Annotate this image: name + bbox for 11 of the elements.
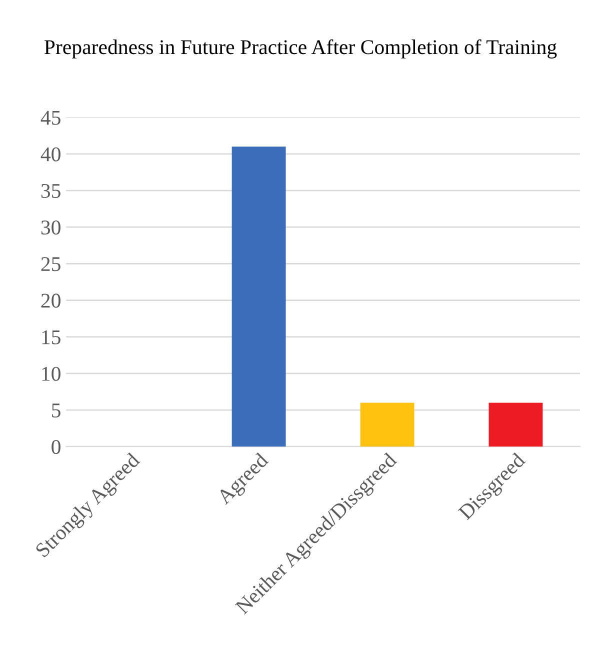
y-tick-label: 20	[41, 294, 60, 308]
y-tick-label: 0	[52, 440, 60, 454]
y-tick-label: 40	[40, 147, 60, 162]
chart-title: Preparedness in Future Practice After Completion of Training	[44, 39, 557, 58]
y-tick-label: 15	[42, 330, 60, 344]
y-tick-label: 45	[40, 110, 60, 125]
y-tick-label: 5	[52, 404, 60, 418]
y-tick-label: 35	[41, 184, 60, 198]
y-tick-label: 30	[41, 220, 60, 235]
y-tick-label: 25	[41, 257, 60, 272]
y-tick-label: 10	[42, 366, 60, 381]
